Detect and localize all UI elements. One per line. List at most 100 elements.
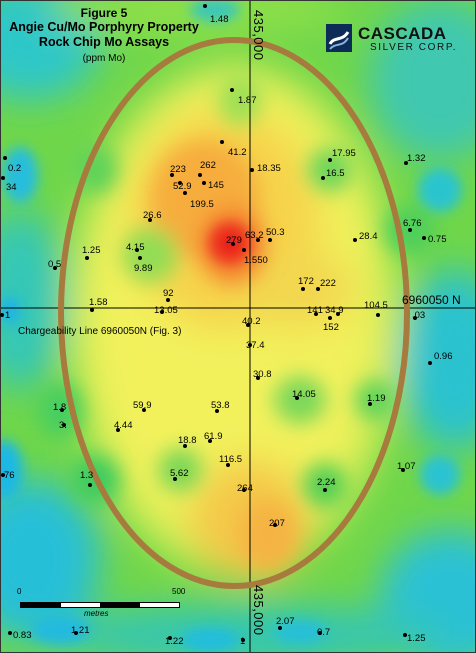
logo-subtitle: SILVER CORP.: [370, 42, 458, 53]
sample-value-label: 53.8: [211, 400, 230, 411]
sample-value-label: 41.2: [228, 147, 247, 158]
sample-value-label: 1.3: [80, 470, 94, 481]
scale-end-label: 500: [172, 587, 186, 596]
sample-point-marker: [328, 316, 332, 320]
sample-point-marker: [208, 439, 212, 443]
sample-point-marker: [242, 248, 246, 252]
sample-point-marker: [198, 173, 202, 177]
sample-point-marker: [408, 228, 412, 232]
sample-value-label: 223: [170, 164, 186, 175]
northing-label: 6960050 N: [402, 293, 461, 307]
cascada-swirl-logo-icon: [326, 24, 352, 52]
sample-point-marker: [178, 181, 182, 185]
sample-point-marker: [246, 323, 250, 327]
sample-point-marker: [88, 483, 92, 487]
sample-value-label: 30.8: [253, 369, 272, 380]
sample-value-label: 76: [4, 470, 15, 481]
sample-value-label: 59.9: [133, 400, 152, 411]
sample-point-marker: [256, 238, 260, 242]
sample-point-marker: [0, 313, 4, 317]
sample-point-marker: [183, 191, 187, 195]
sample-value-label: 63.2: [245, 230, 264, 241]
sample-point-marker: [60, 408, 64, 412]
sample-value-label: 61.9: [204, 431, 223, 442]
sample-value-label: 18.35: [257, 163, 281, 174]
sample-point-marker: [138, 256, 142, 260]
easting-label-top: 435,000: [251, 10, 266, 61]
sample-value-label: 4.44: [114, 420, 133, 431]
sample-point-marker: [183, 444, 187, 448]
sample-value-label: 1.87: [238, 95, 257, 106]
sample-value-label: 28.4: [359, 231, 378, 242]
sample-value-label: 2.07: [276, 616, 295, 627]
sample-value-label: 1.22: [165, 636, 184, 647]
sample-value-label: 52.9: [173, 181, 192, 192]
sample-point-marker: [1, 473, 5, 477]
sample-point-marker: [242, 488, 246, 492]
sample-point-marker: [148, 218, 152, 222]
sample-point-marker: [413, 316, 417, 320]
scale-bar: 0 500 metres: [17, 587, 185, 623]
sample-point-marker: [353, 238, 357, 242]
sample-point-marker: [1, 176, 5, 180]
sample-point-marker: [3, 156, 7, 160]
sample-point-marker: [142, 408, 146, 412]
sample-point-marker: [74, 631, 78, 635]
sample-value-label: 141: [307, 305, 323, 316]
map-units: (ppm Mo): [82, 53, 126, 64]
sample-value-label: 6.76: [403, 218, 422, 229]
sample-point-marker: [318, 631, 322, 635]
sample-point-marker: [215, 409, 219, 413]
sample-point-marker: [250, 168, 254, 172]
sample-value-label: 145: [208, 180, 224, 191]
sample-value-label: 40.2: [242, 316, 261, 327]
sample-point-marker: [241, 638, 245, 642]
sample-value-label: 5.62: [170, 468, 189, 479]
sample-value-label: 0.7: [317, 627, 331, 638]
sample-point-marker: [403, 633, 407, 637]
sample-value-label: 0.75: [428, 234, 447, 245]
sample-value-label: 1.25: [407, 633, 426, 644]
sample-value-label: 0.83: [13, 630, 32, 641]
figure-number: Figure 5: [80, 6, 128, 20]
sample-point-marker: [230, 88, 234, 92]
sample-value-label: 1.32: [407, 153, 426, 164]
sample-value-label: 34: [6, 182, 17, 193]
sample-point-marker: [273, 523, 277, 527]
sample-point-marker: [401, 468, 405, 472]
sample-point-marker: [170, 173, 174, 177]
sample-value-label: 222: [320, 278, 336, 289]
sample-point-marker: [316, 287, 320, 291]
sample-value-label: 262: [200, 160, 216, 171]
sample-value-label: 14.05: [292, 389, 316, 400]
sample-point-marker: [301, 287, 305, 291]
sample-value-label: 1.21: [71, 625, 90, 636]
sample-value-label: 104.5: [364, 300, 388, 311]
sample-point-marker: [116, 428, 120, 432]
sample-value-label: 92: [163, 288, 174, 299]
sample-point-marker: [53, 266, 57, 270]
sample-value-label: 34.9: [325, 305, 344, 316]
sample-point-marker: [268, 238, 272, 242]
sample-value-label: 152: [323, 322, 339, 333]
sample-point-marker: [278, 626, 282, 630]
sample-value-label: 2.24: [317, 477, 336, 488]
sample-value-label: 0.96: [434, 351, 453, 362]
sample-value-label: 1.58: [89, 297, 108, 308]
sample-value-label: 1.8: [53, 402, 67, 413]
sample-point-marker: [295, 396, 299, 400]
sample-point-marker: [90, 308, 94, 312]
sample-point-marker: [226, 463, 230, 467]
map-title-block: Figure 5 Angie Cu/Mo Porphyry Property R…: [6, 6, 202, 64]
sample-point-marker: [428, 361, 432, 365]
map-title-line1: Angie Cu/Mo Porphyry Property: [9, 20, 199, 34]
sample-value-label: 13.05: [154, 305, 178, 316]
sample-point-marker: [404, 161, 408, 165]
sample-point-marker: [168, 636, 172, 640]
sample-point-marker: [321, 176, 325, 180]
sample-value-label: 50.3: [266, 227, 285, 238]
sample-point-marker: [231, 242, 235, 246]
sample-value-label: 4.15: [126, 242, 145, 253]
sample-point-marker: [323, 488, 327, 492]
